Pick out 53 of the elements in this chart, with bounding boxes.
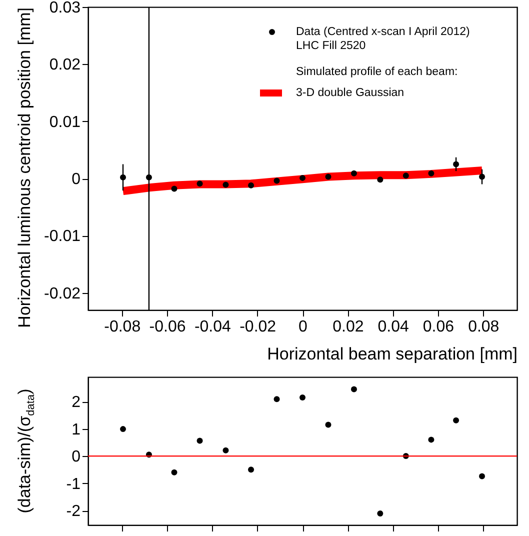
x-tick-label: -0.04 bbox=[194, 318, 232, 336]
x-tick-label: 0.08 bbox=[468, 318, 500, 336]
point bbox=[300, 174, 306, 181]
y-tick-label: 0 bbox=[72, 448, 81, 466]
y-tick-label: 0.03 bbox=[49, 0, 81, 16]
x-tick-label: -0.02 bbox=[240, 318, 276, 336]
x-tick-label: 0.04 bbox=[378, 318, 409, 336]
x-tick-label: -0.08 bbox=[104, 318, 141, 336]
point bbox=[350, 386, 357, 392]
point bbox=[428, 170, 434, 176]
point bbox=[453, 417, 460, 424]
x-tick-label: 0 bbox=[298, 318, 308, 336]
point bbox=[196, 438, 203, 444]
y-tick-label: 0.01 bbox=[49, 114, 81, 131]
x-axis-title: Horizontal beam separation [mm] bbox=[267, 344, 518, 364]
point bbox=[274, 396, 280, 402]
y-tick-label: 0 bbox=[72, 171, 81, 188]
point bbox=[377, 510, 384, 517]
x-tick-label: 0.02 bbox=[332, 318, 364, 336]
y-tick-label: -0.01 bbox=[44, 228, 81, 246]
point bbox=[479, 174, 486, 180]
point bbox=[325, 174, 332, 180]
point bbox=[146, 174, 152, 180]
legend-label: Data (Centred x-scan I April 2012) LHC Fill 2520 bbox=[296, 26, 470, 52]
x-tick-label: 0.06 bbox=[422, 318, 454, 336]
y-tick-label: 0.02 bbox=[49, 56, 81, 74]
y-tick-label: 2 bbox=[72, 394, 81, 412]
y-axis-title: Horizontal luminous centroid position [mm] bbox=[15, 8, 34, 328]
point bbox=[479, 473, 486, 480]
legend-label: 3-D double Gaussian bbox=[296, 87, 404, 99]
point bbox=[120, 174, 126, 180]
point bbox=[222, 447, 229, 454]
point bbox=[248, 466, 254, 473]
point bbox=[350, 170, 357, 176]
point bbox=[325, 422, 332, 428]
point bbox=[171, 469, 178, 476]
point bbox=[196, 180, 203, 187]
point bbox=[171, 186, 178, 192]
point bbox=[377, 176, 384, 183]
point bbox=[120, 426, 126, 432]
y-tick-label: -1 bbox=[66, 476, 81, 493]
legend-title: Simulated profile of each beam: bbox=[296, 66, 458, 78]
point bbox=[402, 172, 409, 179]
point bbox=[274, 178, 280, 184]
x-tick-label: -0.06 bbox=[149, 318, 186, 336]
point bbox=[248, 182, 254, 188]
point bbox=[428, 436, 434, 443]
point bbox=[300, 394, 306, 400]
y-tick-label: 1 bbox=[72, 421, 81, 438]
y-tick-label: -2 bbox=[66, 503, 81, 520]
y-tick-label: -0.02 bbox=[44, 285, 81, 302]
point bbox=[453, 161, 460, 168]
point bbox=[222, 182, 229, 188]
